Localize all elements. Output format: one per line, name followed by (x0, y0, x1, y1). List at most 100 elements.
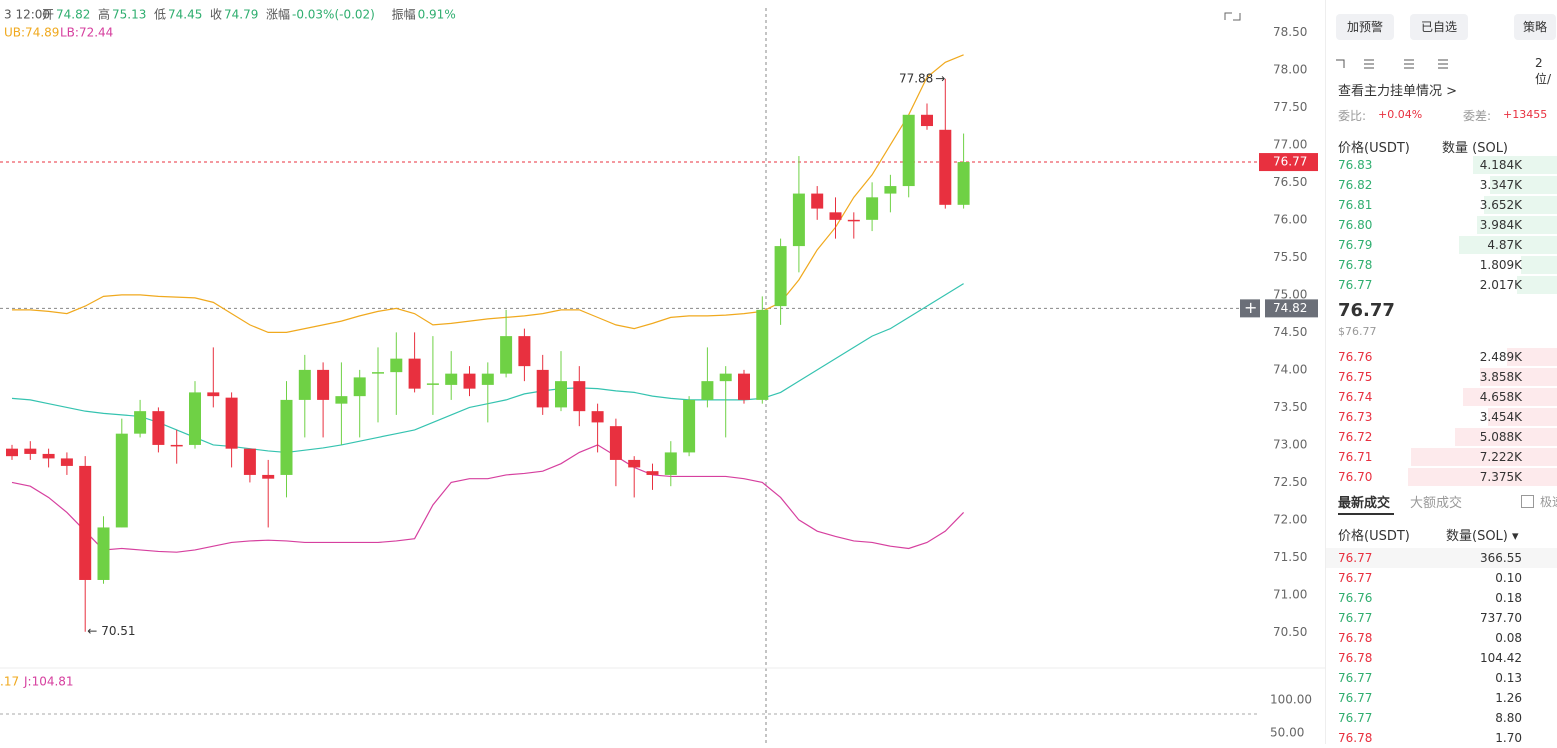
candle-body (518, 336, 531, 367)
header-text: 74.45 (168, 8, 202, 22)
plus-icon: + (1244, 298, 1257, 317)
depth-bar (1454, 428, 1557, 446)
tab[interactable]: 最新成交 (1338, 496, 1391, 511)
book-row: 76.82 3.347K (1326, 175, 1557, 195)
book-price: 76.82 (1338, 178, 1373, 192)
book-price: 76.75 (1338, 370, 1373, 384)
y-tick-label: 76.50 (1273, 175, 1307, 189)
button[interactable]: 加预警 (1336, 14, 1394, 40)
depth-bar (1489, 176, 1557, 194)
candle-body (189, 392, 201, 445)
trade-price: 76.78 (1338, 731, 1373, 745)
candle-body (115, 433, 128, 528)
col-price: 价格(USDT) (1338, 141, 1410, 156)
candle-body (243, 448, 256, 475)
trade-col-qty: 数量(SOL) ▾ (1446, 529, 1519, 544)
y-tick-label: 75.50 (1273, 250, 1307, 264)
trade-row: 76.77 8.80 (1326, 708, 1557, 728)
y-tick-label: 76.00 (1273, 212, 1307, 226)
y-tick-label: 71.50 (1273, 550, 1307, 564)
low-arrow: ← (87, 624, 97, 638)
candle-body (500, 336, 513, 374)
book-qty: 3.454K (1479, 410, 1522, 424)
candle-body (152, 411, 165, 445)
header-text: 0.91% (418, 8, 456, 22)
book-row: 76.77 2.017K (1326, 275, 1557, 295)
depth-bar (1408, 468, 1557, 486)
book-price: 76.72 (1338, 430, 1373, 444)
ratio-label: 委比: (1338, 109, 1367, 123)
trade-qty: 104.42 (1480, 651, 1522, 665)
trade-row: 76.77 366.55 (1326, 548, 1557, 568)
y-tick-label: 72.00 (1273, 512, 1307, 526)
candle-body (957, 162, 970, 205)
book-price: 76.73 (1338, 410, 1373, 424)
depth-bar (1463, 388, 1557, 406)
book-row: 76.72 5.088K (1326, 427, 1557, 447)
col-qty: 数量 (SOL) (1442, 141, 1509, 156)
candle-body (902, 114, 915, 187)
book-row: 76.71 7.222K (1326, 447, 1557, 467)
ub-label: UB:74.89 (4, 26, 59, 40)
book-qty: 7.222K (1479, 450, 1522, 464)
view-icon[interactable] (1326, 0, 1466, 80)
candle-body (445, 373, 458, 385)
header-text: 收 (210, 8, 222, 22)
link[interactable]: 查看主力挂单情况 > (1338, 84, 1458, 99)
candle-body (921, 114, 933, 127)
y-tick-label: 77.00 (1273, 137, 1307, 151)
book-qty: 2.489K (1479, 350, 1522, 364)
candle-body (774, 246, 787, 307)
book-qty: 1.809K (1479, 258, 1522, 272)
candle-body (134, 411, 147, 434)
candle-body (811, 193, 824, 209)
last-usd: $76.77 (1338, 325, 1377, 338)
y-tick-label: 70.50 (1273, 625, 1307, 639)
checkbox[interactable] (1521, 495, 1534, 508)
y-tick-label: 74.00 (1273, 362, 1307, 376)
book-price: 76.80 (1338, 218, 1373, 232)
trade-qty: 1.26 (1495, 691, 1522, 705)
tab[interactable]: 大额成交 (1410, 496, 1463, 511)
trade-row: 76.76 0.18 (1326, 588, 1557, 608)
book-price: 76.74 (1338, 390, 1373, 404)
candle-body (536, 369, 549, 408)
candle-body (262, 474, 275, 479)
candle-body (792, 193, 805, 247)
button[interactable]: 已自选 (1410, 14, 1468, 40)
view-icon[interactable] (1326, 0, 1466, 80)
fast: 极速 (1540, 495, 1557, 509)
book-price: 76.79 (1338, 238, 1373, 252)
trade-price: 76.77 (1338, 611, 1373, 625)
trade-qty: 8.80 (1495, 711, 1522, 725)
book-qty: 4.87K (1487, 238, 1522, 252)
book-row: 76.81 3.652K (1326, 195, 1557, 215)
candle-body (280, 399, 293, 475)
candle-body (170, 444, 183, 447)
header-text: 3 12:00 (4, 8, 50, 22)
candle-body (591, 411, 604, 423)
trade-row: 76.77 0.10 (1326, 568, 1557, 588)
header-text: 75.13 (112, 8, 146, 22)
book-price: 76.81 (1338, 198, 1373, 212)
depth-bar (1476, 216, 1557, 234)
header-text: 74.79 (224, 8, 258, 22)
depth-bar (1507, 348, 1557, 366)
button[interactable]: 策略 (1514, 14, 1556, 40)
book-qty: 4.658K (1479, 390, 1522, 404)
trade-qty: 0.18 (1495, 591, 1522, 605)
last: 76.77 (1338, 300, 1395, 321)
ratio: +0.04% (1378, 108, 1423, 121)
candle-body (372, 372, 384, 374)
candle-body (97, 527, 110, 580)
candle-body (738, 373, 750, 400)
view-icon[interactable] (1326, 0, 1466, 80)
expand-icon (1224, 12, 1241, 21)
header-text: 振幅 (392, 7, 416, 22)
depth-bar (1521, 256, 1557, 274)
view-icon[interactable] (1326, 0, 1466, 80)
book-price: 76.71 (1338, 450, 1373, 464)
candle-body (225, 397, 238, 449)
trade-row: 76.78 104.42 (1326, 648, 1557, 668)
candle-body (390, 358, 403, 373)
